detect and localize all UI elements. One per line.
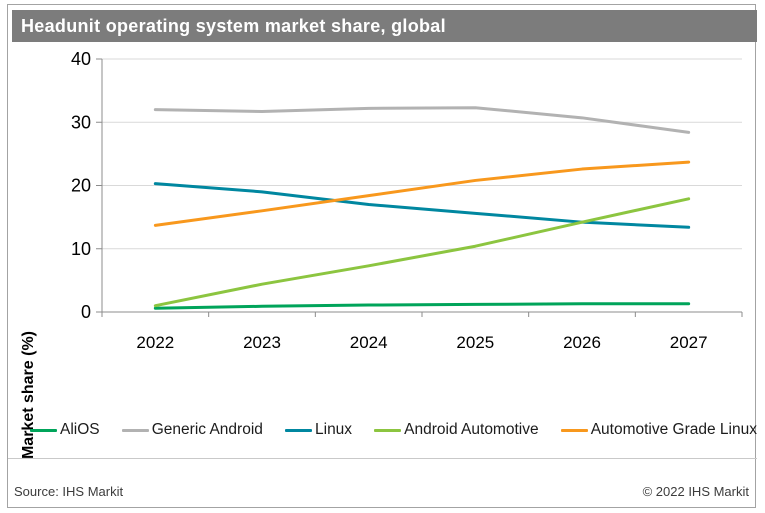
y-tick-label: 10 <box>71 239 91 259</box>
footer-copyright: © 2022 IHS Markit <box>642 484 749 499</box>
legend-item-linux: Linux <box>285 421 352 439</box>
y-tick-label: 40 <box>71 49 91 69</box>
legend-item-automotive-grade-linux: Automotive Grade Linux <box>560 421 757 439</box>
x-tick-label: 2026 <box>563 333 601 352</box>
y-tick-label: 20 <box>71 176 91 196</box>
x-tick-label: 2027 <box>670 333 708 352</box>
legend-item-alios: AliOS <box>30 421 100 439</box>
legend-label: Automotive Grade Linux <box>590 421 757 438</box>
series-line-alios <box>153 302 691 310</box>
series-line-generic-android <box>153 106 691 134</box>
legend-label: Linux <box>315 421 353 438</box>
y-tick-label: 0 <box>81 302 91 322</box>
footer-divider <box>8 458 757 459</box>
legend-item-generic-android: Generic Android <box>121 421 263 439</box>
chart-frame <box>7 4 756 508</box>
legend-item-android-automotive: Android Automotive <box>374 421 539 439</box>
title-bar: Headunit operating system market share, … <box>12 10 757 42</box>
x-tick-label: 2025 <box>456 333 494 352</box>
x-tick-label: 2023 <box>243 333 281 352</box>
legend-label: AliOS <box>60 421 100 438</box>
legend-label: Generic Android <box>151 421 263 438</box>
y-tick-label: 30 <box>71 112 91 132</box>
page-title: Headunit operating system market share, … <box>21 15 446 36</box>
x-tick-label: 2024 <box>350 333 388 352</box>
footer-source: Source: IHS Markit <box>14 484 124 499</box>
series-line-automotive-grade-linux <box>153 160 691 227</box>
x-tick-label: 2022 <box>136 333 174 352</box>
series-line-linux <box>153 182 691 229</box>
legend-swatch-icon <box>285 428 312 432</box>
legend-swatch-icon <box>374 428 402 432</box>
legend-label: Android Automotive <box>404 421 539 438</box>
legend-swatch-icon <box>560 428 588 432</box>
series-line-android-automotive <box>153 197 691 308</box>
legend-swatch-icon <box>30 428 57 432</box>
legend-swatch-icon <box>121 428 149 432</box>
chart-legend: AliOS Generic Android Linux Android Automot… <box>30 418 757 442</box>
y-axis-title: Market share (%) <box>20 330 37 460</box>
